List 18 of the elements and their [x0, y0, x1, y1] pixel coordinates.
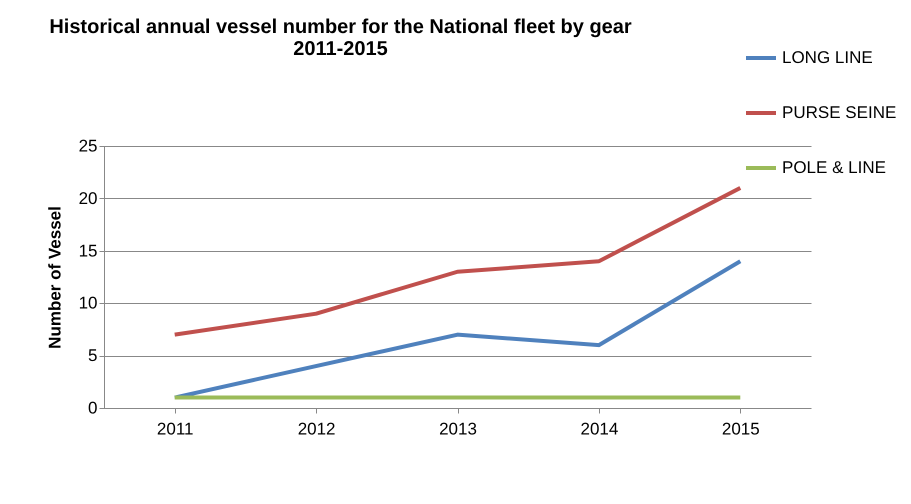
y-tick-label: 5 — [88, 346, 98, 366]
y-tick-label: 0 — [88, 398, 98, 418]
line-series — [172, 186, 742, 337]
y-tick-label: 25 — [78, 136, 98, 156]
x-tick-label: 2013 — [439, 420, 477, 438]
y-tick-label: 10 — [78, 294, 98, 313]
legend-label: LONG LINE — [782, 48, 873, 67]
y-tick-label: 20 — [78, 188, 98, 208]
x-tick-label: 2014 — [580, 420, 618, 438]
y-axis-title: Number of Vessel — [46, 206, 65, 349]
legend-label: POLE & LINE — [782, 158, 886, 177]
text: Historical annual vessel number for the National fleet by gear — [49, 16, 632, 38]
x-tick-label: 2015 — [722, 420, 760, 438]
y-tick-label: 15 — [78, 241, 98, 260]
x-tick-label: 2011 — [156, 420, 194, 438]
legend-label: PURSE SEINE — [782, 103, 896, 122]
x-tick-label: 2012 — [298, 420, 336, 438]
text: 2011-2015 — [293, 38, 388, 60]
